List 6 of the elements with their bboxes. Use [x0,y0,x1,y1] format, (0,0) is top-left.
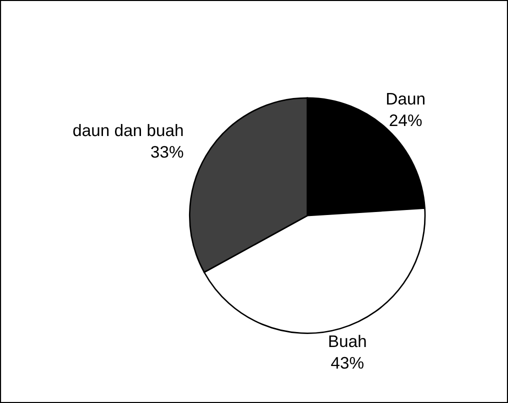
data-label: 24% [390,114,422,126]
slice-label: Buah [329,334,366,348]
slice-label: daun dan buah [73,124,183,136]
data-label: 43% [331,356,364,369]
slice-label: Daun [387,93,424,105]
data-label: 33% [151,146,184,158]
